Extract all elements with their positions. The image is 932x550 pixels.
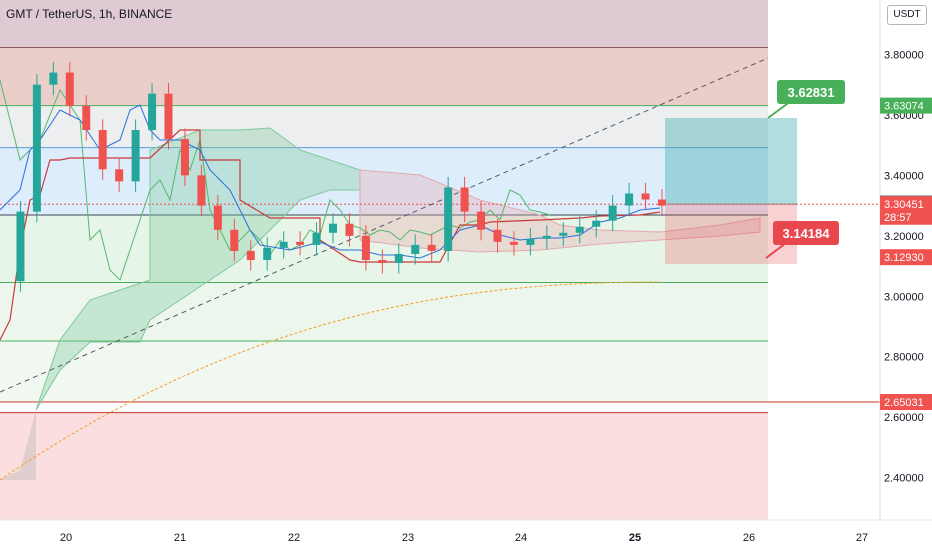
price-tag-label-4: 3.12930: [884, 252, 924, 264]
candle-body-19: [312, 232, 321, 245]
candle-body-40: [658, 199, 666, 206]
y-tick-label-4: 3.00000: [884, 291, 924, 303]
candle-body-38: [625, 193, 634, 206]
price-tag-bg-2: [880, 196, 932, 213]
fib-zone-5: [0, 282, 768, 342]
long-position-target-zone: [665, 118, 797, 205]
candle-body-31: [509, 241, 518, 245]
candle-body-23: [378, 260, 387, 264]
candle-body-10: [164, 93, 173, 140]
candle-body-24: [394, 253, 403, 264]
y-tick-label-0: 3.80000: [884, 49, 924, 61]
candle-body-34: [559, 232, 568, 236]
x-tick-label-7: 27: [856, 532, 868, 544]
candles: [16, 61, 666, 292]
stop-callout-bg: [773, 221, 839, 245]
price-tag-label-5: 2.65031: [884, 397, 924, 409]
candle-body-26: [427, 244, 436, 251]
ema-line: [0, 281, 660, 481]
candle-body-36: [592, 220, 601, 227]
candle-body-6: [98, 130, 107, 170]
fib-zone-1: [0, 47, 768, 106]
trendline-dashed: [0, 57, 769, 393]
candle-body-39: [641, 193, 650, 200]
candle-body-14: [230, 229, 239, 251]
candle-body-13: [213, 205, 222, 230]
price-tag-bg-0: [880, 97, 932, 114]
price-tag-bg-5: [880, 394, 932, 411]
candle-body-29: [477, 211, 486, 230]
candle-body-15: [246, 250, 255, 260]
y-tick-label-2: 3.40000: [884, 170, 924, 182]
candle-body-37: [608, 205, 617, 221]
price-tag-label-3: 28:57: [884, 212, 912, 224]
symbol-title[interactable]: GMT / TetherUS, 1h, BINANCE: [6, 7, 173, 21]
candle-body-1: [16, 211, 25, 282]
candle-body-17: [279, 241, 288, 248]
candle-body-5: [82, 105, 91, 130]
candle-body-27: [444, 187, 453, 251]
candle-body-20: [329, 223, 337, 233]
y-tick-label-6: 2.60000: [884, 412, 924, 424]
price-tag-label-2: 3.30451: [884, 199, 924, 211]
candle-body-18: [296, 241, 305, 245]
time-axis-bg: [0, 520, 932, 550]
price-tag-label-0: 3.63074: [884, 101, 924, 113]
candle-body-35: [575, 226, 584, 233]
fib-zone-7: [0, 412, 768, 520]
fib-zone-4: [0, 215, 768, 283]
candle-body-2: [32, 84, 41, 212]
target-callout-bg: [777, 80, 845, 104]
fib-zone-2: [0, 105, 768, 148]
candle-body-12: [197, 175, 206, 206]
candle-body-21: [345, 223, 354, 236]
candle-body-32: [526, 238, 535, 245]
candle-body-22: [361, 235, 370, 260]
candle-body-9: [148, 93, 157, 130]
y-tick-label-5: 2.80000: [884, 352, 924, 364]
currency-button[interactable]: USDT: [887, 5, 927, 25]
currency-label: USDT: [893, 9, 921, 20]
candle-body-7: [115, 169, 124, 182]
fib-zone-0: [0, 0, 768, 48]
x-tick-label-6: 26: [743, 532, 755, 544]
target-callout-label: 3.62831: [788, 85, 835, 100]
price-tag-bg-4: [880, 249, 932, 266]
x-tick-label-5: 25: [629, 532, 641, 544]
stop-callout-label: 3.14184: [783, 226, 831, 241]
candle-body-4: [65, 72, 74, 106]
candle-body-28: [460, 187, 469, 212]
y-tick-label-3: 3.20000: [884, 231, 924, 243]
candle-body-30: [493, 229, 502, 242]
price-tag-bg-3: [880, 208, 932, 225]
x-tick-label-4: 24: [515, 532, 527, 544]
x-tick-label-2: 22: [288, 532, 300, 544]
ichimoku-cloud-red: [359, 169, 761, 253]
fib-zone-6: [0, 341, 768, 403]
candle-body-25: [411, 244, 420, 254]
candle-body-16: [263, 247, 272, 260]
candle-body-8: [131, 130, 140, 182]
x-tick-label-3: 23: [402, 532, 414, 544]
candle-body-3: [49, 72, 58, 85]
x-tick-label-0: 20: [60, 532, 72, 544]
ichimoku-base-line: [0, 129, 661, 341]
x-tick-label-1: 21: [174, 532, 186, 544]
y-tick-label-7: 2.40000: [884, 473, 924, 485]
candle-body-33: [542, 235, 551, 239]
candle-body-11: [180, 139, 189, 176]
price-axis-bg: [880, 0, 932, 550]
